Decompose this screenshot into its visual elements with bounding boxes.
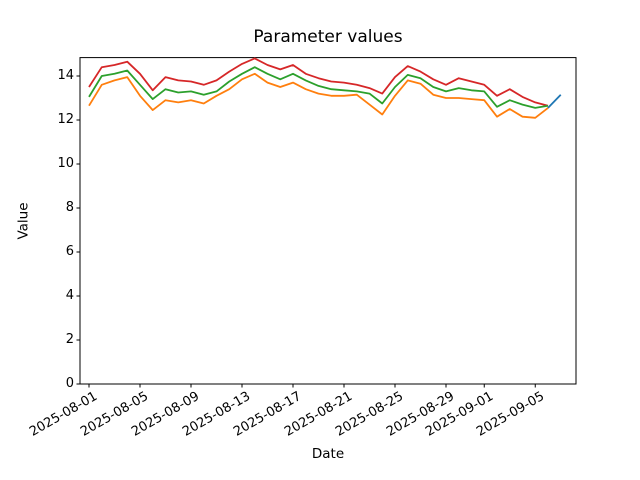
y-tick-label: 8 [65, 200, 74, 215]
y-tick-label: 12 [57, 112, 74, 127]
y-tick-label: 0 [65, 376, 74, 391]
series-orange-line [88, 72, 549, 119]
x-axis-label: Date [311, 446, 345, 462]
y-tick-label: 6 [65, 244, 74, 259]
axes-frame [79, 57, 577, 385]
y-tick-label: 4 [65, 288, 74, 303]
y-axis-label-wrap: Value [14, 0, 34, 442]
series-blue-line [547, 94, 562, 109]
chart-title: Parameter values [253, 27, 403, 47]
series-green-line [88, 66, 549, 109]
series-red-line [88, 57, 549, 107]
y-tick-label: 14 [57, 68, 74, 83]
y-tick-label: 2 [65, 332, 74, 347]
y-tick-label: 10 [57, 156, 74, 171]
y-axis-label: Value [16, 202, 33, 240]
